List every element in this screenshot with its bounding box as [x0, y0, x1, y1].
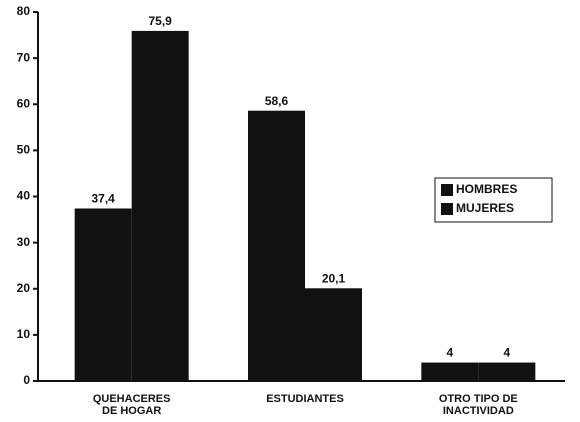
value-label: 4: [503, 346, 510, 360]
x-tick-label: ESTUDIANTES: [266, 393, 344, 405]
legend-swatch: [441, 203, 453, 215]
value-label: 58,6: [265, 94, 289, 108]
y-tick-label: 60: [17, 96, 31, 110]
bar: [131, 30, 189, 381]
y-tick-label: 80: [17, 4, 31, 18]
bar: [305, 288, 362, 381]
bar: [248, 110, 305, 382]
legend-label: MUJERES: [456, 201, 514, 215]
y-tick-label: 10: [17, 327, 31, 341]
y-tick-label: 70: [17, 50, 31, 64]
y-tick-label: 20: [17, 281, 31, 295]
value-label: 4: [446, 346, 453, 360]
value-label: 37,4: [91, 192, 115, 206]
legend-box: [434, 177, 553, 223]
y-tick-label: 0: [23, 373, 30, 387]
y-tick-label: 50: [17, 143, 31, 157]
bar: [421, 362, 479, 381]
x-tick-label: OTRO TIPO DE INACTIVIDAD: [438, 393, 518, 417]
legend-swatch: [441, 184, 453, 196]
value-label: 20,1: [322, 271, 346, 285]
value-label: 75,9: [148, 14, 172, 28]
bar: [478, 362, 536, 381]
y-tick-label: 30: [17, 235, 31, 249]
y-tick-label: 40: [17, 189, 31, 203]
bar: [74, 208, 132, 381]
legend-label: HOMBRES: [456, 182, 517, 196]
x-tick-label: QUEHACERES DE HOGAR: [92, 393, 171, 417]
